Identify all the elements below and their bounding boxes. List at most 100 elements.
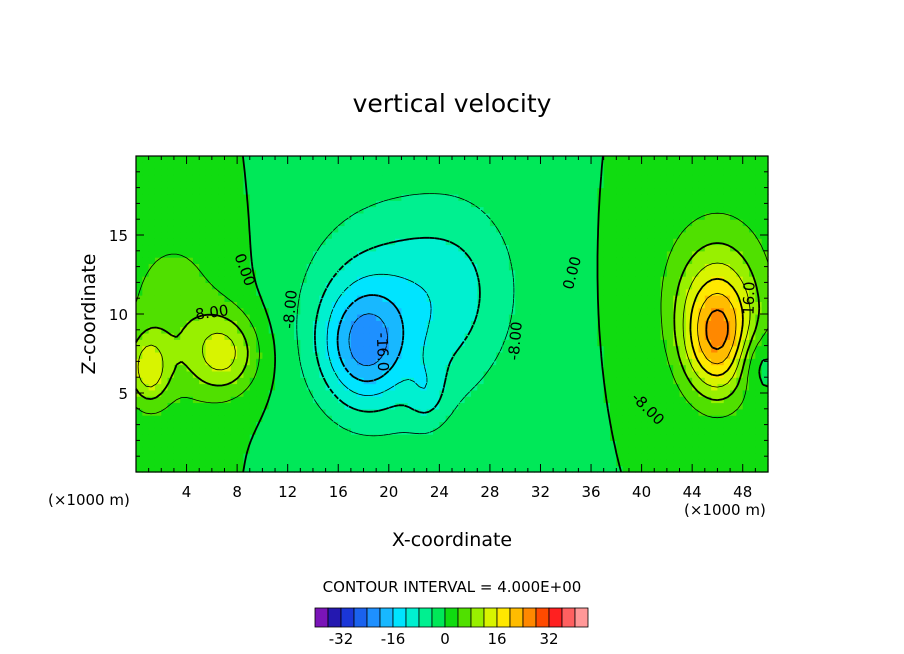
field-cell xyxy=(205,383,213,391)
field-cell xyxy=(331,206,339,214)
field-cell xyxy=(294,276,301,283)
field-cell xyxy=(180,383,188,391)
filled-field xyxy=(136,156,769,473)
field-cell xyxy=(666,200,674,208)
field-cell xyxy=(660,383,668,391)
field-cell xyxy=(641,345,649,353)
field-cell xyxy=(654,453,662,460)
field-cell xyxy=(445,314,453,321)
field-cell xyxy=(192,200,200,208)
field-cell xyxy=(572,415,579,423)
field-cell xyxy=(647,257,655,265)
field-cell xyxy=(565,301,573,309)
field-cell xyxy=(508,187,516,195)
field-cell xyxy=(736,231,744,239)
field-cell xyxy=(154,288,162,296)
field-cell xyxy=(218,174,226,182)
field-cell xyxy=(287,389,295,397)
field-cell xyxy=(268,193,276,201)
field-cell xyxy=(660,257,668,265)
field-cell xyxy=(180,181,188,189)
field-cell xyxy=(237,307,245,315)
field-cell xyxy=(388,446,396,454)
field-cell xyxy=(237,320,245,328)
field-cell xyxy=(489,421,497,429)
field-cell xyxy=(666,276,674,283)
field-cell xyxy=(673,174,681,182)
field-cell xyxy=(369,345,377,353)
field-cell xyxy=(515,162,523,170)
field-cell xyxy=(148,453,156,460)
field-cell xyxy=(717,465,725,473)
field-cell xyxy=(224,162,232,170)
field-cell xyxy=(584,389,592,397)
field-cell xyxy=(199,301,207,309)
field-cell xyxy=(496,440,504,448)
field-cell xyxy=(553,396,561,404)
field-cell xyxy=(363,389,371,397)
field-cell xyxy=(180,295,188,302)
field-cell xyxy=(154,364,162,372)
field-cell xyxy=(249,276,257,283)
field-cell xyxy=(300,358,308,366)
field-cell xyxy=(218,339,226,347)
field-cell xyxy=(243,212,251,220)
field-cell xyxy=(312,181,320,189)
field-cell xyxy=(369,415,377,423)
field-cell xyxy=(192,383,200,391)
field-cell xyxy=(414,383,421,391)
field-cell xyxy=(369,351,377,359)
field-cell xyxy=(344,351,352,359)
field-cell xyxy=(388,389,396,397)
field-cell xyxy=(357,174,365,182)
field-cell xyxy=(439,339,447,347)
field-cell xyxy=(489,345,497,353)
field-cell xyxy=(376,351,384,359)
field-cell xyxy=(237,181,245,189)
field-cell xyxy=(515,168,523,176)
field-cell xyxy=(338,326,346,334)
field-cell xyxy=(142,383,150,391)
field-cell xyxy=(502,358,510,366)
field-cell xyxy=(458,162,466,170)
field-cell xyxy=(439,383,447,391)
field-cell xyxy=(458,231,466,239)
field-cell xyxy=(591,257,598,265)
field-cell xyxy=(325,389,333,397)
field-cell xyxy=(647,332,655,340)
field-cell xyxy=(445,257,453,265)
field-cell xyxy=(445,250,453,258)
field-cell xyxy=(287,174,295,182)
field-cell xyxy=(742,276,750,283)
field-cell xyxy=(192,288,200,296)
field-cell xyxy=(420,231,428,239)
field-cell xyxy=(723,206,731,214)
field-cell xyxy=(161,219,169,227)
field-cell xyxy=(698,351,706,359)
field-cell xyxy=(635,295,643,302)
field-cell xyxy=(300,421,308,429)
field-cell xyxy=(167,440,175,448)
field-cell xyxy=(344,453,352,460)
field-cell xyxy=(256,238,263,246)
field-cell xyxy=(591,465,598,473)
field-cell xyxy=(730,370,737,378)
field-cell xyxy=(616,231,624,239)
field-cell xyxy=(401,156,409,163)
field-cell xyxy=(647,383,655,391)
field-cell xyxy=(698,314,706,321)
field-cell xyxy=(382,314,390,321)
field-cell xyxy=(388,263,396,271)
field-cell xyxy=(641,427,649,435)
field-cell xyxy=(673,212,681,220)
field-cell xyxy=(243,250,251,258)
field-cell xyxy=(730,257,737,265)
field-cell xyxy=(597,415,605,423)
field-cell xyxy=(205,263,213,271)
field-cell xyxy=(540,231,548,239)
field-cell xyxy=(452,446,459,454)
field-cell xyxy=(660,389,668,397)
field-cell xyxy=(470,370,478,378)
field-cell xyxy=(635,193,643,201)
field-cell xyxy=(249,238,257,246)
